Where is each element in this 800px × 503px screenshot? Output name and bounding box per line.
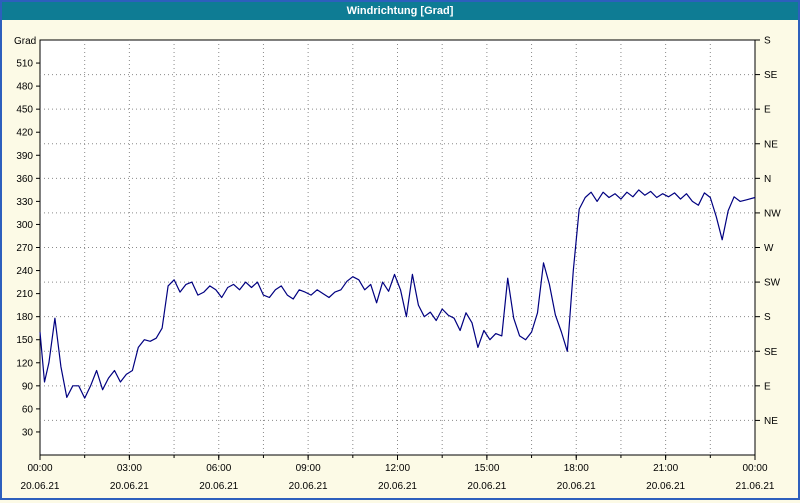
y-axis-left: 30 60 90 120 150 180 210 240 270 300 330 360 390 420 4… (14, 36, 40, 438)
svg-text:20.06.21: 20.06.21 (557, 481, 596, 492)
svg-text:60: 60 (22, 404, 34, 415)
svg-text:21.06.21: 21.06.21 (736, 481, 775, 492)
svg-text:15:00: 15:00 (474, 463, 499, 474)
svg-text:300: 300 (16, 220, 33, 231)
plot-background (39, 39, 756, 456)
svg-text:180: 180 (16, 312, 33, 323)
series-line (39, 189, 756, 399)
svg-text:20.06.21: 20.06.21 (289, 481, 328, 492)
svg-text:W: W (764, 243, 774, 254)
svg-text:E: E (764, 105, 771, 116)
chart-title-bar: Windrichtung [Grad] (2, 2, 798, 20)
svg-text:00:00: 00:00 (27, 463, 52, 474)
svg-text:09:00: 09:00 (296, 463, 321, 474)
svg-text:NE: NE (764, 416, 778, 427)
svg-text:S: S (764, 312, 771, 323)
svg-text:20.06.21: 20.06.21 (467, 481, 506, 492)
svg-text:360: 360 (16, 174, 33, 185)
svg-text:450: 450 (16, 105, 33, 116)
svg-text:SE: SE (764, 347, 778, 358)
svg-text:N: N (764, 174, 771, 185)
svg-text:20.06.21: 20.06.21 (199, 481, 238, 492)
svg-text:150: 150 (16, 335, 33, 346)
svg-text:Grad: Grad (14, 36, 36, 47)
svg-text:210: 210 (16, 289, 33, 300)
svg-text:S: S (764, 36, 771, 47)
x-axis: 00:00 20.06.21 03:00 20.06.21 06:00 20.06.21 0… (21, 455, 775, 492)
svg-text:03:00: 03:00 (117, 463, 142, 474)
svg-text:30: 30 (22, 427, 34, 438)
svg-text:E: E (764, 381, 771, 392)
svg-text:21:00: 21:00 (653, 463, 678, 474)
svg-text:SW: SW (764, 278, 781, 289)
svg-text:12:00: 12:00 (385, 463, 410, 474)
svg-text:00:00: 00:00 (742, 463, 767, 474)
svg-text:NE: NE (764, 139, 778, 150)
svg-text:480: 480 (16, 82, 33, 93)
wind-direction-chart: 30 60 90 120 150 180 210 240 270 300 330 360 390 420 4… (14, 36, 781, 493)
svg-text:20.06.21: 20.06.21 (378, 481, 417, 492)
svg-text:20.06.21: 20.06.21 (110, 481, 149, 492)
svg-text:120: 120 (16, 358, 33, 369)
svg-text:20.06.21: 20.06.21 (646, 481, 685, 492)
svg-text:330: 330 (16, 197, 33, 208)
y-axis-right: S SE E NE N NW W SW S SE E NE (755, 36, 781, 427)
svg-text:18:00: 18:00 (564, 463, 589, 474)
svg-text:90: 90 (22, 381, 34, 392)
svg-text:NW: NW (764, 208, 781, 219)
svg-text:420: 420 (16, 128, 33, 139)
svg-text:06:00: 06:00 (206, 463, 231, 474)
svg-text:240: 240 (16, 266, 33, 277)
svg-text:20.06.21: 20.06.21 (21, 481, 60, 492)
chart-area: 30 60 90 120 150 180 210 240 270 300 330 360 390 420 4… (2, 20, 798, 498)
svg-text:270: 270 (16, 243, 33, 254)
svg-text:510: 510 (16, 59, 33, 70)
svg-text:SE: SE (764, 70, 778, 81)
chart-title: Windrichtung [Grad] (346, 5, 454, 17)
svg-text:390: 390 (16, 151, 33, 162)
